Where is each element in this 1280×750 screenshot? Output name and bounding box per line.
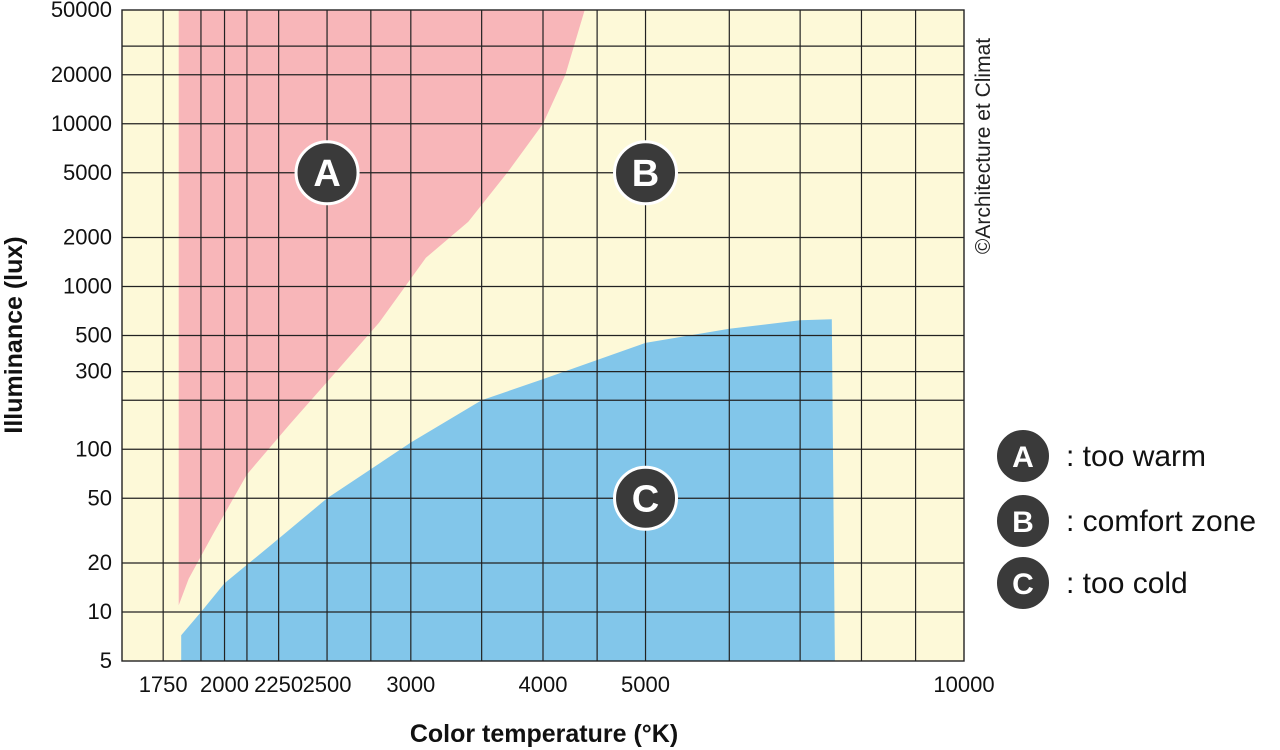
y-tick-label: 300 bbox=[75, 359, 112, 384]
legend-badge-letter: A bbox=[1012, 441, 1034, 474]
legend-badge-letter: B bbox=[1012, 506, 1034, 539]
legend-badge-circle bbox=[995, 428, 1051, 484]
legend-badge-circle bbox=[995, 493, 1051, 549]
zone-marker-c: C bbox=[613, 465, 679, 531]
legend-item-c: C : too cold bbox=[995, 555, 1188, 611]
y-axis-title: Illuminance (lux) bbox=[0, 236, 28, 433]
x-tick-label: 2250 bbox=[254, 672, 303, 697]
marker-letter: C bbox=[632, 478, 659, 520]
y-tick-label: 20 bbox=[88, 550, 112, 575]
marker-letter: B bbox=[632, 153, 659, 195]
x-tick-labels: 1750 2000 2250 2500 3000 4000 5000 10000 bbox=[139, 672, 995, 697]
legend-text: : too cold bbox=[1066, 567, 1188, 600]
x-tick-label: 5000 bbox=[621, 672, 670, 697]
marker-badge-circle bbox=[613, 465, 679, 531]
marker-letter: A bbox=[313, 153, 340, 195]
y-tick-labels: 5 10 20 50 100 300 500 1000 2000 5000 10000 20000 50… bbox=[51, 0, 112, 673]
y-tick-label: 50 bbox=[88, 485, 112, 510]
legend-text: : too warm bbox=[1066, 440, 1206, 473]
x-tick-label: 1750 bbox=[139, 672, 188, 697]
zone-marker-a: A bbox=[294, 140, 360, 206]
legend-item-b: B : comfort zone bbox=[995, 493, 1256, 549]
grid-layer bbox=[121, 9, 965, 662]
x-tick-label: 2000 bbox=[200, 672, 249, 697]
x-tick-label: 2500 bbox=[303, 672, 352, 697]
marker-badge-circle bbox=[294, 140, 360, 206]
y-tick-label: 1000 bbox=[63, 274, 112, 299]
legend-text: : comfort zone bbox=[1066, 505, 1256, 538]
x-tick-label: 10000 bbox=[933, 672, 994, 697]
y-tick-label: 5 bbox=[100, 648, 112, 673]
zone-a-area bbox=[178, 10, 585, 606]
x-tick-label: 3000 bbox=[386, 672, 435, 697]
zone-marker-b: B bbox=[613, 140, 679, 206]
plot-frame bbox=[121, 9, 965, 662]
y-tick-label: 10000 bbox=[51, 111, 112, 136]
legend-item-a: A : too warm bbox=[995, 428, 1206, 484]
x-axis-title: Color temperature (°K) bbox=[410, 720, 678, 748]
zone-layer bbox=[178, 10, 835, 661]
y-tick-label: 20000 bbox=[51, 62, 112, 87]
y-tick-label: 500 bbox=[75, 323, 112, 348]
legend-badge-circle bbox=[995, 555, 1051, 611]
y-tick-label: 2000 bbox=[63, 225, 112, 250]
y-tick-label: 5000 bbox=[63, 160, 112, 185]
zone-markers: A B C bbox=[294, 140, 679, 531]
y-tick-label: 100 bbox=[75, 436, 112, 461]
x-tick-label: 4000 bbox=[519, 672, 568, 697]
y-tick-label: 50000 bbox=[51, 0, 112, 22]
y-tick-label: 10 bbox=[88, 599, 112, 624]
zone-c-area bbox=[181, 319, 835, 661]
copyright-credit: ©Architecture et Climat bbox=[972, 38, 995, 254]
legend-badge-letter: C bbox=[1012, 568, 1034, 601]
legend: A : too warm B : comfort zone C : too cold bbox=[995, 428, 1256, 611]
marker-badge-circle bbox=[613, 140, 679, 206]
